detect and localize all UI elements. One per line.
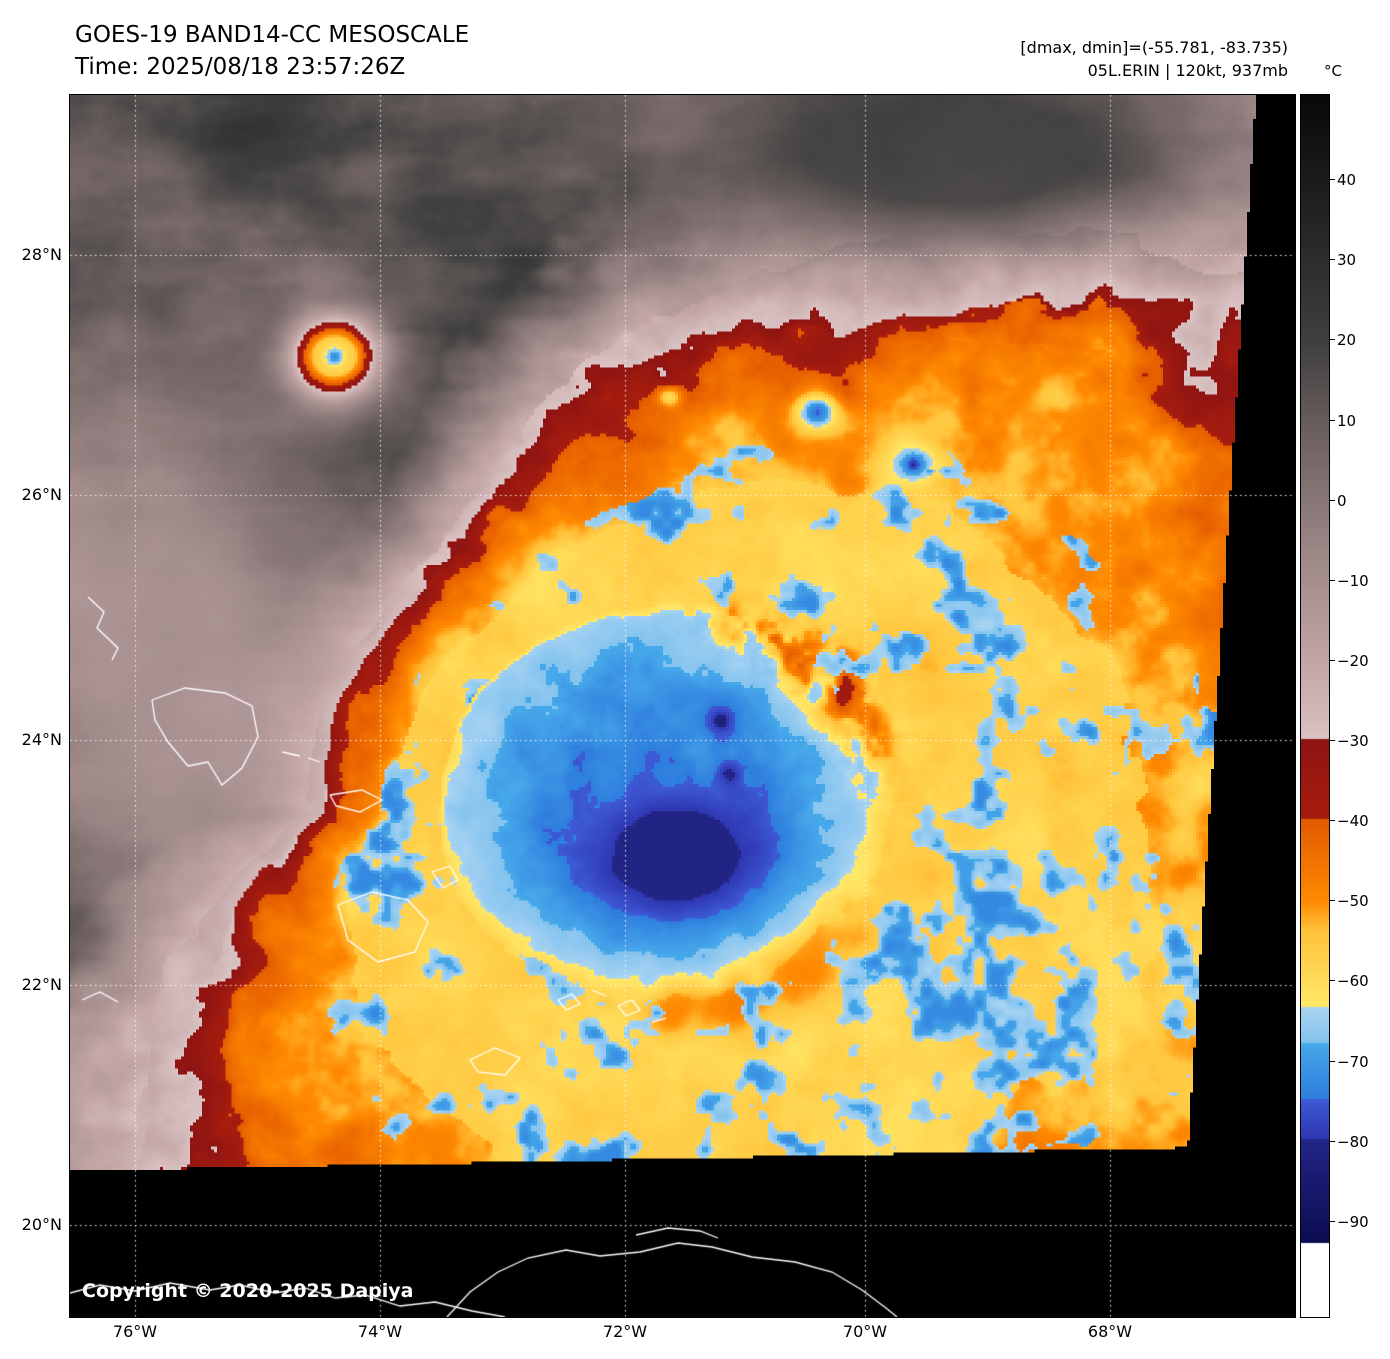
colorbar-tick-label: −30 [1337, 732, 1369, 751]
colorbar-tick-label: −40 [1337, 812, 1369, 831]
colorbar-tick-mark [1330, 419, 1335, 421]
lat-tick-label: 26°N [21, 485, 62, 504]
colorbar-tick-label: −10 [1337, 571, 1369, 590]
storm-info-label: 05L.ERIN | 120kt, 937mb [1087, 61, 1288, 80]
colorbar-tick-mark [1330, 1220, 1335, 1222]
lon-tick-label: 76°W [112, 1322, 158, 1341]
lat-tick-label: 20°N [21, 1215, 62, 1234]
colorbar-tick-label: −90 [1337, 1212, 1369, 1231]
map-overlay-canvas [70, 95, 1295, 1317]
colorbar [1300, 94, 1330, 1318]
colorbar-unit-label: °C [1324, 62, 1342, 80]
copyright-label: Copyright © 2020-2025 Dapiya [82, 1280, 414, 1302]
colorbar-tick-label: −20 [1337, 651, 1369, 670]
colorbar-tick-mark [1330, 659, 1335, 661]
colorbar-tick-label: 10 [1337, 411, 1357, 430]
lon-tick-label: 72°W [602, 1322, 648, 1341]
lon-tick-label: 68°W [1087, 1322, 1133, 1341]
colorbar-tick-mark [1330, 499, 1335, 501]
timestamp-label: Time: 2025/08/18 23:57:26Z [75, 54, 406, 80]
colorbar-tick-mark [1330, 179, 1335, 181]
colorbar-tick-label: 20 [1337, 331, 1357, 350]
colorbar-tick-mark [1330, 579, 1335, 581]
colorbar-canvas [1301, 95, 1329, 1317]
lat-tick-label: 24°N [21, 730, 62, 749]
lat-tick-label: 28°N [21, 245, 62, 264]
colorbar-tick-label: 40 [1337, 171, 1357, 190]
colorbar-tick-label: −60 [1337, 972, 1369, 991]
satellite-map: Copyright © 2020-2025 Dapiya [69, 94, 1296, 1318]
colorbar-tick-label: −50 [1337, 892, 1369, 911]
lon-tick-label: 74°W [357, 1322, 403, 1341]
colorbar-tick-mark [1330, 259, 1335, 261]
page-title: GOES-19 BAND14-CC MESOSCALE [75, 22, 470, 48]
lat-tick-label: 22°N [21, 975, 62, 994]
colorbar-tick-mark [1330, 900, 1335, 902]
colorbar-tick-mark [1330, 820, 1335, 822]
colorbar-tick-label: 30 [1337, 251, 1357, 270]
colorbar-tick-mark [1330, 1060, 1335, 1062]
colorbar-tick-label: −70 [1337, 1052, 1369, 1071]
colorbar-tick-mark [1330, 980, 1335, 982]
colorbar-tick-label: 0 [1337, 491, 1347, 510]
lon-tick-label: 70°W [842, 1322, 888, 1341]
colorbar-tick-mark [1330, 1140, 1335, 1142]
dmax-dmin-label: [dmax, dmin]=(-55.781, -83.735) [1020, 38, 1288, 57]
colorbar-tick-mark [1330, 339, 1335, 341]
colorbar-tick-label: −80 [1337, 1132, 1369, 1151]
colorbar-tick-mark [1330, 740, 1335, 742]
